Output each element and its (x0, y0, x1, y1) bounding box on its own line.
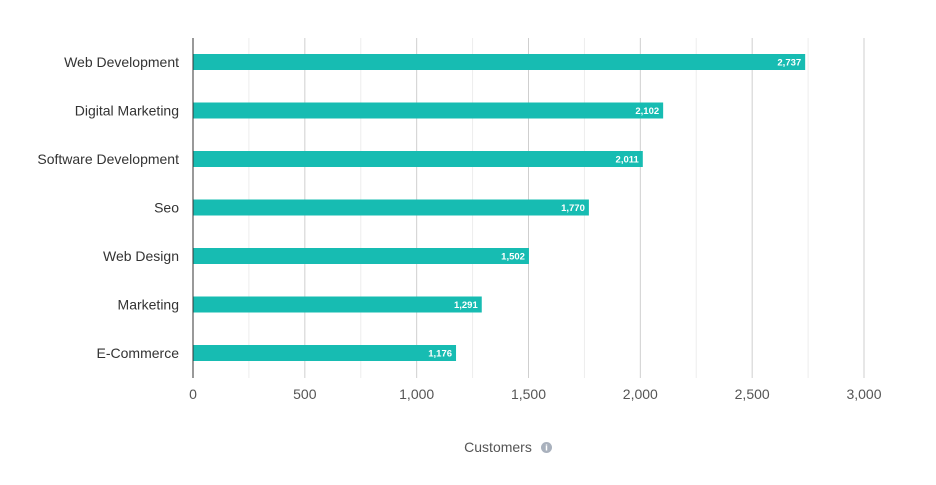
bar-value-label: 1,770 (561, 203, 585, 214)
bars: 2,737 2,102 2,011 1,770 1,502 1,291 1,176 (193, 54, 806, 361)
bar[interactable] (193, 102, 664, 119)
category-label: Web Development (64, 54, 179, 70)
svg-text:i: i (545, 444, 548, 453)
x-tick-label: 0 (189, 386, 197, 402)
category-label: Software Development (37, 151, 179, 167)
x-tick-label: 2,500 (735, 386, 770, 402)
category-label: Digital Marketing (75, 103, 179, 119)
category-label: Web Design (103, 248, 179, 264)
x-tick-label: 3,000 (846, 386, 881, 402)
x-axis-title: Customers (464, 439, 532, 455)
bar[interactable] (193, 345, 457, 361)
bar[interactable] (193, 248, 529, 264)
bar-value-label: 1,176 (428, 349, 452, 360)
x-tick-label: 1,500 (511, 386, 546, 402)
bar-value-label: 2,102 (635, 106, 659, 117)
bar[interactable] (193, 199, 589, 216)
bar[interactable] (193, 296, 482, 313)
bar-value-label: 1,502 (501, 252, 525, 263)
bar[interactable] (193, 151, 643, 167)
x-tick-labels: 0 500 1,000 1,500 2,000 2,500 3,000 (189, 386, 882, 402)
x-tick-label: 500 (293, 386, 317, 402)
category-label: Seo (154, 200, 179, 216)
bar-value-label: 2,737 (777, 58, 801, 69)
bar[interactable] (193, 54, 806, 70)
category-label: Marketing (118, 297, 179, 313)
x-tick-label: 1,000 (399, 386, 434, 402)
category-labels: Web Development Digital Marketing Software… (37, 54, 179, 361)
info-icon[interactable]: i (541, 442, 552, 453)
category-label: E-Commerce (97, 345, 180, 361)
x-tick-label: 2,000 (623, 386, 658, 402)
bar-value-label: 2,011 (616, 155, 640, 166)
bar-value-label: 1,291 (454, 300, 478, 311)
